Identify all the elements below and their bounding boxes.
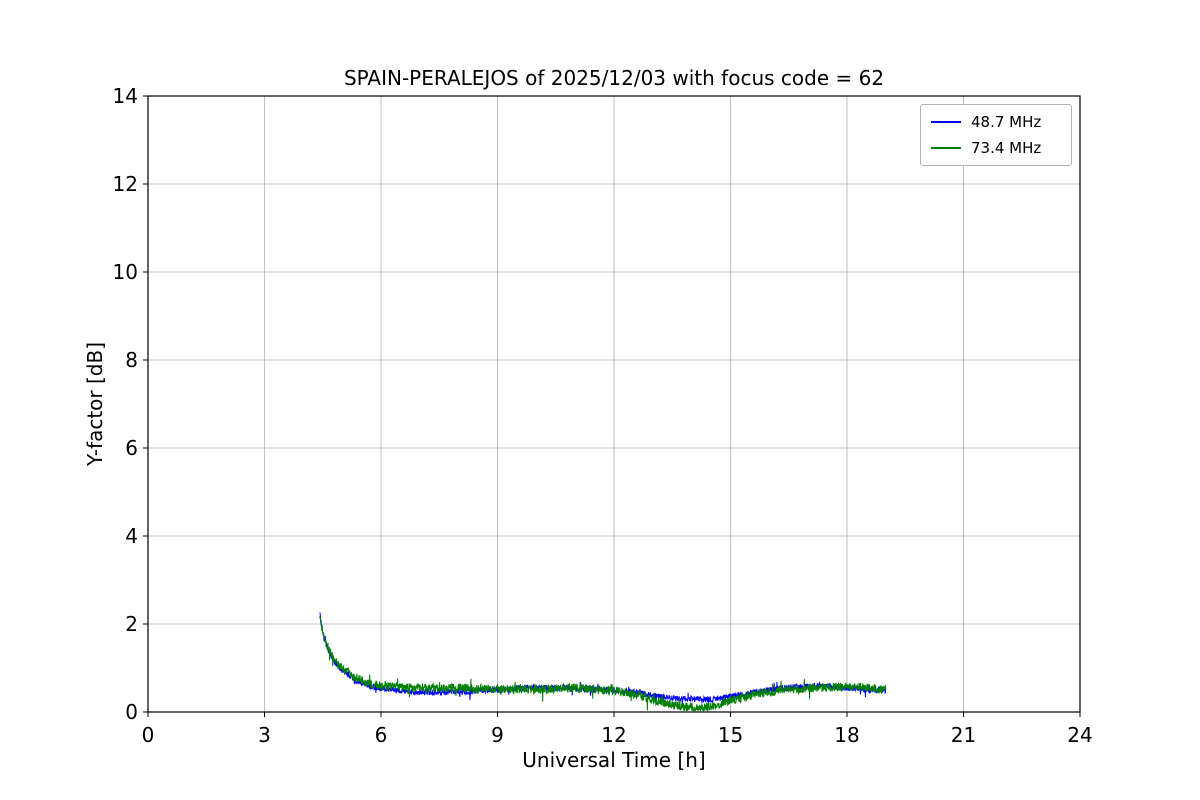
y-tick-label: 2 [125, 612, 138, 636]
y-axis-label: Y-factor [dB] [83, 341, 107, 467]
legend-item: 48.7 MHz [931, 113, 1061, 131]
x-tick-label: 18 [834, 723, 859, 747]
legend-label: 73.4 MHz [971, 139, 1042, 157]
series-line-1 [319, 615, 887, 713]
x-tick-label: 6 [375, 723, 388, 747]
x-tick-label: 9 [491, 723, 504, 747]
legend-line-swatch-blue [931, 121, 961, 123]
legend-label: 48.7 MHz [971, 113, 1042, 131]
legend-item: 73.4 MHz [931, 139, 1061, 157]
x-tick-label: 21 [951, 723, 976, 747]
x-tick-label: 24 [1067, 723, 1092, 747]
x-tick-label: 15 [718, 723, 743, 747]
x-axis-label: Universal Time [h] [522, 748, 706, 772]
legend: 48.7 MHz 73.4 MHz [920, 104, 1072, 166]
y-tick-label: 14 [113, 84, 138, 108]
y-tick-label: 8 [125, 348, 138, 372]
y-tick-label: 12 [113, 172, 138, 196]
chart-title: SPAIN-PERALEJOS of 2025/12/03 with focus… [343, 66, 885, 90]
x-tick-label: 12 [601, 723, 626, 747]
y-tick-label: 0 [125, 700, 138, 724]
y-tick-label: 6 [125, 436, 138, 460]
x-tick-label: 3 [258, 723, 271, 747]
x-tick-label: 0 [142, 723, 155, 747]
y-tick-label: 4 [125, 524, 138, 548]
legend-line-swatch-green [931, 147, 961, 149]
y-tick-label: 10 [113, 260, 138, 284]
